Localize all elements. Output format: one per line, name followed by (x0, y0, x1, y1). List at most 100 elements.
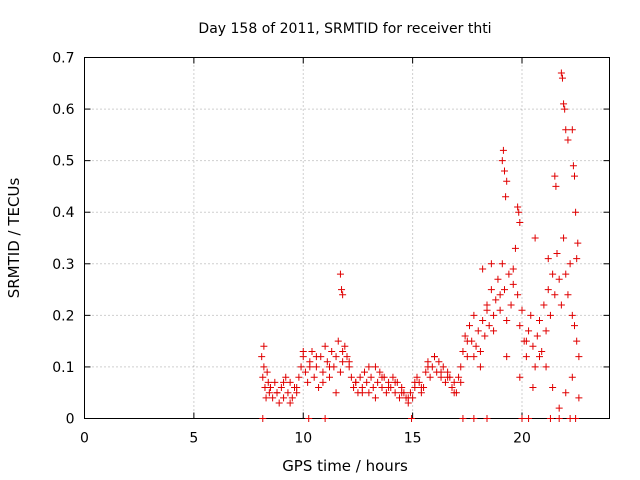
data-point (259, 415, 267, 422)
data-point (553, 249, 561, 257)
y-tick-label: 0.5 (52, 154, 74, 170)
x-tick-labels: 0 5 10 15 20 (80, 431, 531, 447)
data-point (463, 353, 471, 361)
data-point (321, 342, 329, 350)
data-point (424, 363, 432, 371)
data-point (551, 291, 559, 299)
data-point (557, 301, 565, 309)
data-point (259, 373, 267, 381)
data-point (572, 208, 580, 216)
y-tick-label: 0.2 (52, 308, 74, 324)
data-point (479, 265, 487, 273)
grid-lines (84, 57, 610, 419)
data-point (551, 172, 559, 180)
data-point (527, 311, 535, 319)
data-point (569, 162, 577, 170)
data-point (571, 322, 578, 330)
data-point (533, 332, 541, 340)
data-point (275, 399, 283, 407)
y-tick-label: 0.4 (52, 205, 74, 221)
data-point (361, 368, 368, 376)
data-point (315, 384, 323, 392)
data-point (574, 239, 582, 247)
data-point (555, 275, 563, 283)
data-point (459, 347, 467, 355)
data-point (516, 373, 524, 381)
data-point (334, 337, 342, 345)
x-tick-label: 15 (404, 431, 422, 447)
data-point (356, 373, 364, 381)
data-point (406, 389, 414, 397)
data-point (336, 270, 344, 278)
data-point (408, 415, 416, 422)
data-point (323, 358, 331, 366)
data-point (542, 327, 550, 335)
x-tick-label: 10 (294, 431, 312, 447)
y-tick-label: 0.3 (52, 257, 74, 273)
data-point (549, 384, 557, 392)
data-point (552, 182, 560, 190)
data-point (391, 389, 399, 397)
data-point (560, 234, 568, 242)
data-point (269, 394, 277, 402)
data-point (441, 378, 449, 386)
data-point (371, 394, 379, 402)
data-point (374, 378, 382, 386)
data-point (509, 265, 517, 273)
data-point (437, 368, 445, 376)
x-tick-label: 5 (189, 431, 198, 447)
data-point (499, 146, 507, 154)
data-point (284, 389, 292, 397)
data-point (496, 306, 504, 314)
y-tick-label: 0.7 (52, 51, 74, 67)
data-point (339, 358, 347, 366)
data-point (431, 353, 438, 361)
data-point (490, 327, 498, 335)
data-point (555, 415, 563, 422)
data-point (378, 373, 386, 381)
data-point (306, 363, 314, 371)
data-point (555, 404, 563, 412)
x-tick-label: 20 (513, 431, 531, 447)
data-point (369, 384, 377, 392)
x-tick-label: 0 (80, 431, 89, 447)
data-point (319, 368, 327, 376)
data-point (411, 378, 419, 386)
data-point (260, 363, 268, 371)
data-point (277, 384, 285, 392)
data-point (288, 394, 296, 402)
data-point (502, 193, 510, 201)
data-point (476, 347, 484, 355)
data-point (280, 378, 288, 386)
data-point (461, 332, 469, 340)
y-axis-label: SRMTID / TECUs (5, 178, 23, 299)
data-point (328, 347, 336, 355)
data-point (568, 311, 576, 319)
data-point (301, 368, 309, 376)
data-point (345, 358, 353, 366)
data-point (474, 327, 482, 335)
data-point (358, 389, 366, 397)
data-point (487, 260, 495, 268)
data-point (378, 384, 386, 392)
data-point (483, 415, 491, 422)
data-point (503, 353, 511, 361)
data-point (263, 368, 271, 376)
data-point (286, 378, 294, 386)
data-point (308, 347, 316, 355)
plot-frame (84, 57, 610, 419)
data-point (457, 363, 465, 371)
data-point (264, 378, 272, 386)
data-point (450, 389, 458, 397)
data-point (511, 244, 519, 252)
data-point (350, 384, 358, 392)
data-point (487, 286, 495, 294)
data-point (391, 378, 399, 386)
data-point (501, 167, 508, 175)
data-point (544, 255, 552, 263)
data-point (396, 394, 403, 402)
data-point (518, 306, 526, 314)
data-point (525, 415, 533, 422)
data-point (507, 301, 515, 309)
data-point (558, 74, 566, 82)
